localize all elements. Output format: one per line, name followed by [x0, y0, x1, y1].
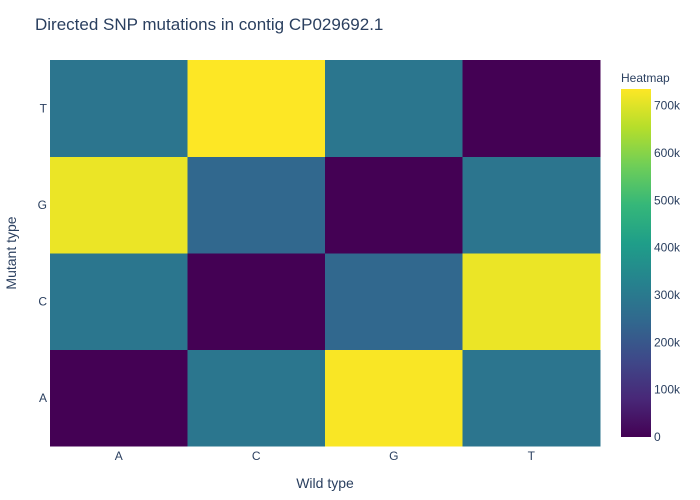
- y-tick-label: G: [38, 198, 47, 212]
- heatmap-cell-A-G: [325, 349, 463, 447]
- y-tick-label: A: [39, 391, 47, 405]
- colorbar-tick-label: 0: [654, 430, 661, 444]
- heatmap-cell-C-G: [325, 253, 463, 350]
- colorbar-title: Heatmap: [621, 71, 670, 85]
- heatmap-cell-C-A: [50, 253, 188, 350]
- heatmap-cell-G-G: [325, 156, 463, 254]
- heatmap-cell-G-A: [50, 156, 188, 254]
- colorbar-tick-label: 100k: [654, 383, 681, 397]
- heatmap-cell-T-T: [462, 60, 601, 157]
- y-axis-title: Mutant type: [3, 216, 19, 289]
- colorbar-tick-label: 400k: [654, 241, 681, 255]
- heatmap-cell-A-T: [462, 349, 601, 447]
- x-tick-label: C: [252, 449, 261, 463]
- colorbar-ticks: 0 100k 200k 300k 400k 500k 600k 700k: [654, 99, 681, 444]
- heatmap-cell-C-C: [187, 253, 326, 350]
- x-tick-label: A: [115, 449, 123, 463]
- chart-title: Directed SNP mutations in contig CP02969…: [35, 15, 383, 34]
- colorbar: [621, 89, 651, 437]
- colorbar-tick-label: 500k: [654, 193, 681, 207]
- y-tick-label: C: [38, 294, 47, 308]
- colorbar-tick-label: 300k: [654, 288, 681, 302]
- heatmap-cell-T-G: [325, 60, 463, 157]
- y-tick-label: T: [40, 101, 48, 115]
- heatmap-cell-T-A: [50, 60, 188, 157]
- x-tick-label: G: [389, 449, 398, 463]
- x-tick-label: T: [528, 449, 536, 463]
- heatmap-cells: [50, 60, 601, 447]
- y-tick-labels: A C G T: [38, 101, 48, 405]
- heatmap-cell-G-C: [187, 156, 326, 254]
- x-axis-title: Wild type: [296, 475, 354, 491]
- heatmap-cell-A-C: [187, 349, 326, 447]
- colorbar-tick-label: 200k: [654, 335, 681, 349]
- colorbar-tick-label: 600k: [654, 146, 681, 160]
- heatmap-cell-T-C: [187, 60, 326, 157]
- heatmap-cell-C-T: [462, 253, 601, 350]
- heatmap-cell-A-A: [50, 349, 188, 447]
- colorbar-tick-label: 700k: [654, 99, 681, 113]
- heatmap-cell-G-T: [462, 156, 601, 254]
